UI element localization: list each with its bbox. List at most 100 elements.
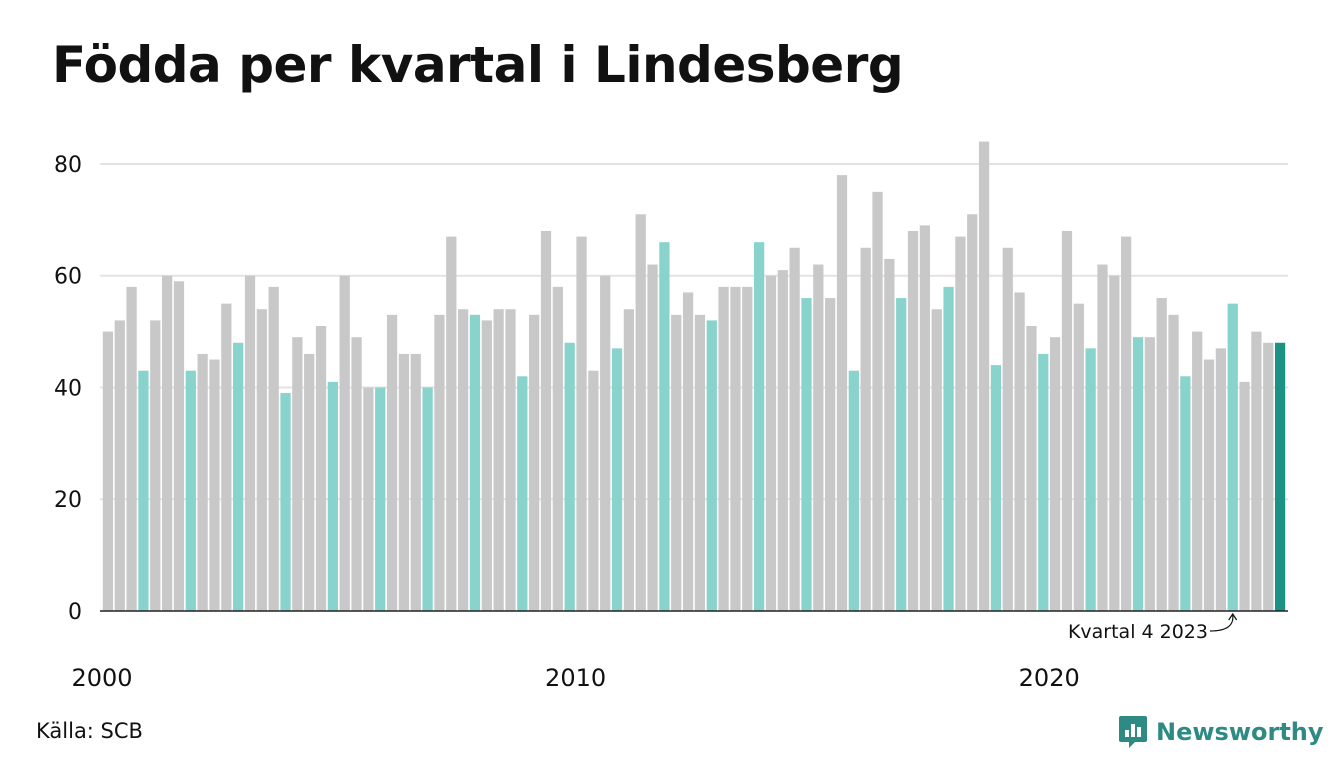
bar xyxy=(872,191,883,611)
chart-title: Födda per kvartal i Lindesberg xyxy=(52,36,904,94)
bar xyxy=(422,387,433,611)
bar xyxy=(1061,231,1073,611)
annotation-arrowhead xyxy=(1228,612,1238,621)
x-tick-label: 2020 xyxy=(1019,664,1080,692)
y-axis-ticks: 0 20 40 60 80 xyxy=(54,153,82,625)
bar xyxy=(185,370,196,611)
bar xyxy=(635,214,646,611)
bar xyxy=(718,286,729,611)
bar xyxy=(540,231,552,611)
bar xyxy=(706,320,717,611)
bar xyxy=(1121,236,1132,611)
bar xyxy=(1168,314,1179,611)
bar xyxy=(1073,303,1084,611)
bar xyxy=(848,370,859,611)
bar xyxy=(221,303,232,611)
bar xyxy=(588,370,599,611)
bar xyxy=(694,314,706,611)
bars xyxy=(102,141,1286,612)
brand-name: Newsworthy xyxy=(1156,718,1324,746)
annotation-label: Kvartal 4 2023 xyxy=(1068,621,1208,643)
bar xyxy=(564,342,575,611)
bar xyxy=(458,309,469,611)
bar xyxy=(114,320,125,611)
bar xyxy=(173,281,185,611)
bar xyxy=(1050,337,1061,611)
bar xyxy=(860,247,871,611)
bar xyxy=(150,320,161,611)
bar xyxy=(576,236,587,611)
x-tick-label: 2010 xyxy=(545,664,606,692)
bar xyxy=(162,275,173,611)
bar xyxy=(1002,247,1013,611)
bar xyxy=(256,309,267,611)
bar xyxy=(552,286,563,611)
bar xyxy=(126,286,137,611)
newsworthy-logo-icon xyxy=(1119,716,1147,748)
bar xyxy=(529,314,540,611)
bar xyxy=(197,353,208,611)
bar xyxy=(671,314,682,611)
bar xyxy=(884,258,895,611)
bar xyxy=(505,309,516,611)
bar xyxy=(386,314,398,611)
bar xyxy=(1215,348,1226,611)
bar xyxy=(611,348,623,611)
bar xyxy=(730,286,741,611)
bar xyxy=(789,247,800,611)
bar xyxy=(1109,275,1120,611)
bar xyxy=(1274,342,1286,611)
source-label: Källa: SCB xyxy=(36,719,143,743)
bar xyxy=(1263,342,1274,611)
bar xyxy=(742,286,753,611)
bar xyxy=(138,370,149,611)
bar xyxy=(469,314,481,611)
bar xyxy=(233,342,244,611)
bar xyxy=(990,365,1002,611)
bar xyxy=(896,298,907,611)
bar xyxy=(647,264,658,611)
bar xyxy=(801,298,812,611)
bar xyxy=(600,275,611,611)
bar xyxy=(339,275,350,611)
bar xyxy=(1144,337,1155,611)
bar xyxy=(623,309,634,611)
bar xyxy=(1097,264,1108,611)
bar xyxy=(517,376,528,611)
bar xyxy=(315,326,327,611)
bar xyxy=(398,353,410,611)
bar xyxy=(102,331,114,611)
bar xyxy=(1026,326,1037,611)
bar xyxy=(1014,292,1025,611)
bar xyxy=(327,381,338,611)
bar xyxy=(955,236,966,611)
bar xyxy=(967,214,978,611)
bar xyxy=(943,286,954,611)
bar xyxy=(836,175,848,611)
bar xyxy=(907,231,919,611)
bar xyxy=(434,314,445,611)
bar xyxy=(765,275,777,611)
bar xyxy=(268,286,279,611)
bar xyxy=(1132,337,1144,611)
bar xyxy=(777,270,788,611)
annotation: Kvartal 4 2023 xyxy=(1068,612,1238,643)
bar xyxy=(754,242,765,612)
bar xyxy=(1192,331,1203,611)
bar xyxy=(1156,298,1167,611)
x-axis-ticks: 2000 2010 2020 xyxy=(71,664,1079,692)
y-tick-label: 20 xyxy=(54,488,82,513)
bar xyxy=(363,387,374,611)
bar xyxy=(978,141,990,611)
bar xyxy=(825,298,836,611)
y-tick-label: 40 xyxy=(54,376,82,401)
bar xyxy=(1038,353,1049,611)
brand-logo[interactable]: Newsworthy xyxy=(1118,712,1324,752)
y-tick-label: 60 xyxy=(54,265,82,290)
bar xyxy=(446,236,457,611)
bar xyxy=(659,242,670,612)
x-tick-label: 2000 xyxy=(71,664,132,692)
y-tick-label: 80 xyxy=(54,153,82,178)
bar xyxy=(493,309,504,611)
